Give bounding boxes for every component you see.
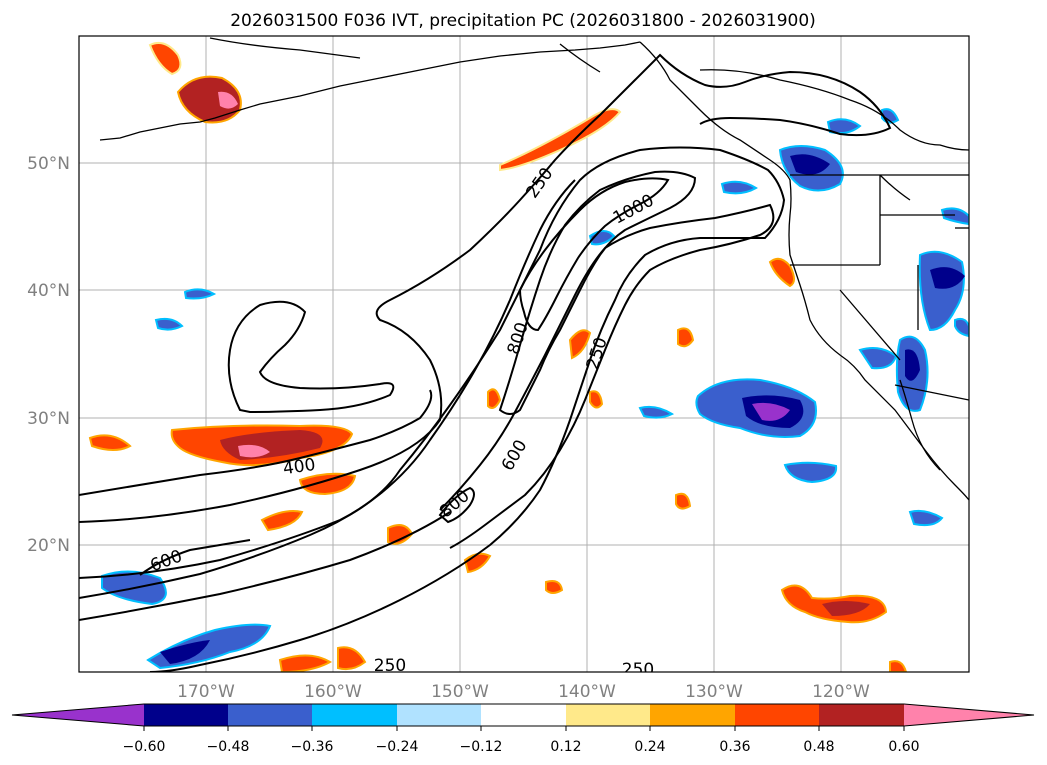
precip-area <box>954 317 969 338</box>
precip-area <box>183 288 217 300</box>
ivt-contour-800 <box>498 170 697 415</box>
precip-area <box>88 434 132 451</box>
precip-area <box>940 207 969 226</box>
ivt-contour-600 <box>439 203 775 549</box>
map-panel: 250 1000 800 250 600 800 400 600 250 250 <box>79 36 969 680</box>
precip-area <box>260 510 304 532</box>
ivt-contours <box>79 53 892 672</box>
latitude-labels: 50°N 40°N 30°N 20°N <box>27 154 70 556</box>
colorbar-tick-label: −0.12 <box>460 739 503 755</box>
colorbar <box>11 703 1035 731</box>
contour-label: 250 <box>622 660 654 680</box>
ivt-contour-400 <box>79 389 433 496</box>
coastlines <box>99 37 969 501</box>
colorbar-extend-min <box>12 704 144 726</box>
precip-area <box>487 388 502 409</box>
lon-label: 130°W <box>685 682 743 702</box>
colorbar-tick-label: −0.36 <box>291 739 334 755</box>
precip-area <box>545 580 564 594</box>
ivt-contour-1000 <box>518 177 670 332</box>
precip-area <box>889 660 908 672</box>
colorbar-bin <box>144 704 228 726</box>
lat-label: 30°N <box>27 409 70 429</box>
ivt-contour-left <box>139 539 251 576</box>
colorbar-extend-max <box>904 704 1034 726</box>
ivt-contour-600b <box>79 179 576 599</box>
colorbar-bin <box>650 704 735 726</box>
precip-area <box>752 402 790 421</box>
lon-label: 140°W <box>558 682 616 702</box>
lon-label: 160°W <box>304 682 362 702</box>
precip-area <box>148 42 182 76</box>
contour-label: 400 <box>282 455 317 479</box>
colorbar-tick-label: −0.48 <box>207 739 250 755</box>
precip-area <box>822 601 870 616</box>
colorbar-labels: −0.60 −0.48 −0.36 −0.24 −0.12 0.12 0.24 … <box>123 739 920 755</box>
colorbar-bin <box>312 704 397 726</box>
lat-label: 50°N <box>27 154 70 174</box>
precip-area <box>677 327 695 348</box>
precip-area <box>160 640 210 664</box>
precip-area <box>298 472 357 496</box>
colorbar-tick-label: 0.36 <box>719 739 750 755</box>
longitude-labels: 170°W 160°W 150°W 140°W 130°W 120°W <box>177 682 870 702</box>
figure-title: 2026031500 F036 IVT, precipitation PC (2… <box>230 11 816 31</box>
lon-label: 170°W <box>177 682 235 702</box>
precip-area <box>930 267 965 289</box>
lat-label: 20°N <box>27 536 70 556</box>
precip-area <box>218 91 238 109</box>
precip-area <box>905 349 920 381</box>
precip-area <box>638 405 675 419</box>
colorbar-bin <box>228 704 312 726</box>
precip-area <box>783 461 838 484</box>
contour-label: 250 <box>374 656 406 676</box>
colorbar-bin <box>481 704 566 726</box>
colorbar-bin <box>819 704 904 726</box>
precip-area <box>154 317 184 331</box>
precip-area <box>908 509 944 527</box>
colorbar-tick-label: −0.24 <box>376 739 419 755</box>
precip-area <box>720 180 758 195</box>
precip-area <box>337 646 367 671</box>
colorbar-bin <box>566 704 650 726</box>
colorbar-tick-label: −0.60 <box>123 739 166 755</box>
map-frame <box>78 35 970 673</box>
borders <box>699 69 969 401</box>
ivt-contour-250-tail <box>79 511 451 621</box>
lon-label: 150°W <box>431 682 489 702</box>
colorbar-tick-label: 0.48 <box>803 739 834 755</box>
ivt-contour-800-small <box>438 486 475 524</box>
colorbar-bin <box>735 704 819 726</box>
precip-area <box>589 390 604 409</box>
lon-label: 120°W <box>812 682 870 702</box>
colorbar-tick-label: 0.12 <box>550 739 581 755</box>
precip-area <box>790 154 830 175</box>
colorbar-tick-label: 0.24 <box>634 739 665 755</box>
precip-area <box>238 444 270 458</box>
ivt-contour-250-inner <box>79 146 786 672</box>
precip-area <box>568 329 592 360</box>
precip-area <box>675 492 692 510</box>
lat-label: 40°N <box>27 281 70 301</box>
colorbar-tick-label: 0.60 <box>888 739 919 755</box>
ivt-contour-400-loop <box>227 300 395 414</box>
colorbar-bin <box>397 704 481 726</box>
precip-area <box>768 257 795 288</box>
